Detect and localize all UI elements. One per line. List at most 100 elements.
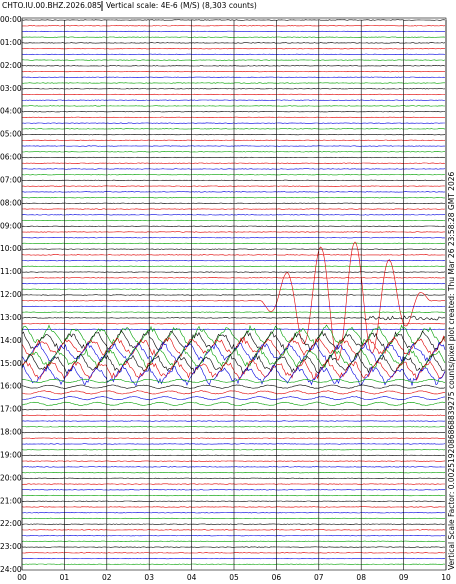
trace: [21, 489, 446, 491]
trace: [21, 65, 446, 67]
x-tick-label: 05: [229, 573, 239, 582]
trace: [21, 494, 446, 497]
trace: [21, 431, 446, 434]
trace: [21, 364, 446, 387]
trace: [21, 214, 445, 216]
trace: [21, 500, 446, 502]
trace: [22, 460, 446, 462]
x-tick-label: 01: [60, 573, 70, 582]
trace: [21, 329, 446, 353]
trace: [21, 208, 446, 210]
trace: [21, 540, 446, 543]
y-tick-label: 15:00: [0, 359, 22, 368]
trace: [21, 288, 446, 290]
x-tick-label: 00: [17, 573, 27, 582]
trace: [21, 36, 446, 38]
y-tick-label: 13:00: [0, 313, 22, 322]
trace: [21, 449, 446, 451]
trace: [21, 237, 446, 239]
trace: [22, 396, 446, 401]
trace: [22, 241, 446, 361]
trace: [21, 384, 446, 389]
y-tick-label: 18:00: [0, 428, 22, 437]
trace: [21, 133, 446, 136]
trace: [21, 168, 446, 170]
trace: [21, 324, 446, 347]
y-tick-label: 00:00: [0, 15, 22, 24]
trace: [21, 93, 446, 96]
trace: [21, 401, 446, 406]
y-tick-label: 08:00: [0, 198, 22, 207]
y-tick-label: 12:00: [0, 290, 22, 299]
plot-frame: [21, 17, 447, 571]
trace: [21, 259, 446, 262]
trace: [21, 512, 446, 514]
trace: [21, 174, 446, 176]
y-tick-label: 23:00: [0, 542, 22, 551]
station-title: CHTO.IU.00.BHZ.2026.085: [2, 1, 102, 10]
trace: [22, 483, 445, 485]
trace: [21, 53, 446, 56]
trace: [21, 466, 445, 468]
trace: [21, 420, 446, 422]
trace: [21, 122, 445, 124]
y-tick-label: 05:00: [0, 130, 22, 139]
trace: [22, 311, 445, 313]
y-tick-label: 07:00: [0, 175, 22, 184]
y-tick-label: 01:00: [0, 38, 22, 47]
trace: [21, 111, 446, 113]
trace: [21, 454, 446, 457]
trace: [21, 534, 446, 537]
trace: [21, 139, 446, 141]
trace: [21, 76, 446, 78]
trace: [21, 408, 446, 411]
trace: [21, 99, 446, 101]
y-tick-label: 19:00: [0, 450, 22, 459]
trace: [21, 225, 446, 227]
trace: [22, 128, 446, 130]
trace: [21, 390, 445, 395]
labels: 00 01 02 03 04 05 06 07 08 09 10 00:00 01:00 02:00 03:…: [0, 15, 451, 582]
trace: [22, 162, 446, 164]
trace: [21, 70, 446, 73]
trace: [22, 179, 445, 182]
trace: [21, 271, 446, 273]
trace: [21, 156, 446, 159]
trace: [21, 242, 446, 245]
trace: [22, 185, 446, 187]
trace: [21, 47, 446, 50]
x-tick-label: 04: [187, 573, 197, 582]
trace: [21, 506, 446, 508]
y-tick-label: 14:00: [0, 336, 22, 345]
y-tick-label: 04:00: [0, 107, 22, 116]
trace: [22, 145, 446, 147]
trace: [21, 552, 446, 554]
y-tick-label: 20:00: [0, 473, 22, 482]
trace: [22, 42, 446, 44]
trace: [22, 191, 446, 193]
trace: [21, 219, 446, 222]
trace: [22, 443, 446, 445]
y-tick-label: 10:00: [0, 244, 22, 253]
x-tick-label: 03: [144, 573, 154, 582]
trace: [21, 231, 445, 233]
y-tick-label: 11:00: [0, 267, 22, 276]
trace: [21, 546, 446, 548]
x-tick-label: 08: [356, 573, 366, 582]
x-tick-label: 06: [272, 573, 282, 582]
trace: [21, 116, 446, 119]
trace: [21, 346, 446, 370]
trace: [21, 563, 446, 565]
trace: [21, 523, 446, 525]
trace: [21, 19, 446, 21]
x-tick-label: 02: [102, 573, 112, 582]
y-tick-label: 21:00: [0, 496, 22, 505]
trace: [21, 151, 446, 153]
side-note: Vertical Scale Factor: 0.002519208686883…: [447, 172, 456, 570]
y-tick-label: 02:00: [0, 61, 22, 70]
trace: [21, 265, 446, 268]
y-tick-label: 22:00: [0, 519, 22, 528]
trace: [21, 305, 446, 308]
trace: [21, 282, 446, 285]
